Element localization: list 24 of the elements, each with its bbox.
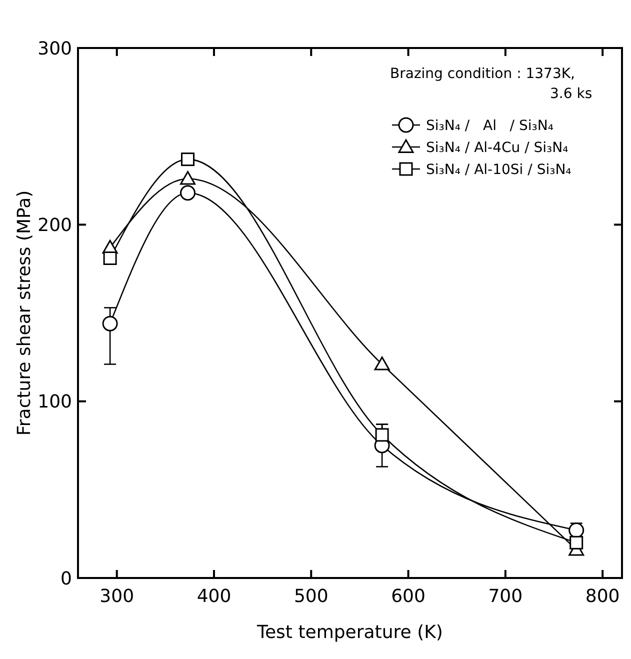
legend-title: Brazing condition : 1373K, 3.6 ks xyxy=(390,66,592,102)
x-tick-label: 700 xyxy=(488,586,523,607)
x-tick-label: 800 xyxy=(585,586,620,607)
legend-label: Si₃N₄ / Al / Si₃N₄ xyxy=(426,118,554,134)
point xyxy=(181,152,195,166)
y-tick-label: 0 xyxy=(60,568,72,590)
legend-label: Si₃N₄ / Al-10Si / Si₃N₄ xyxy=(426,162,572,178)
y-axis-title: Fracture shear stress (MPa) xyxy=(14,190,35,436)
point xyxy=(103,251,117,265)
x-axis-title: Test temperature (K) xyxy=(256,622,443,643)
y-tick-label: 100 xyxy=(38,392,72,413)
point xyxy=(102,316,118,332)
x-tick-label: 400 xyxy=(196,586,232,607)
y-tick-label: 300 xyxy=(38,38,72,60)
x-tick-label: 300 xyxy=(100,586,134,607)
point xyxy=(570,536,584,550)
x-tick-label: 500 xyxy=(294,586,328,607)
y-tick-label: 200 xyxy=(38,214,72,236)
point xyxy=(180,170,196,185)
point xyxy=(374,356,390,370)
point xyxy=(375,428,389,442)
legend-label: Si₃N₄ / Al-4Cu / Si₃N₄ xyxy=(426,140,569,156)
point xyxy=(180,185,196,201)
x-tick-label: 600 xyxy=(391,586,426,607)
